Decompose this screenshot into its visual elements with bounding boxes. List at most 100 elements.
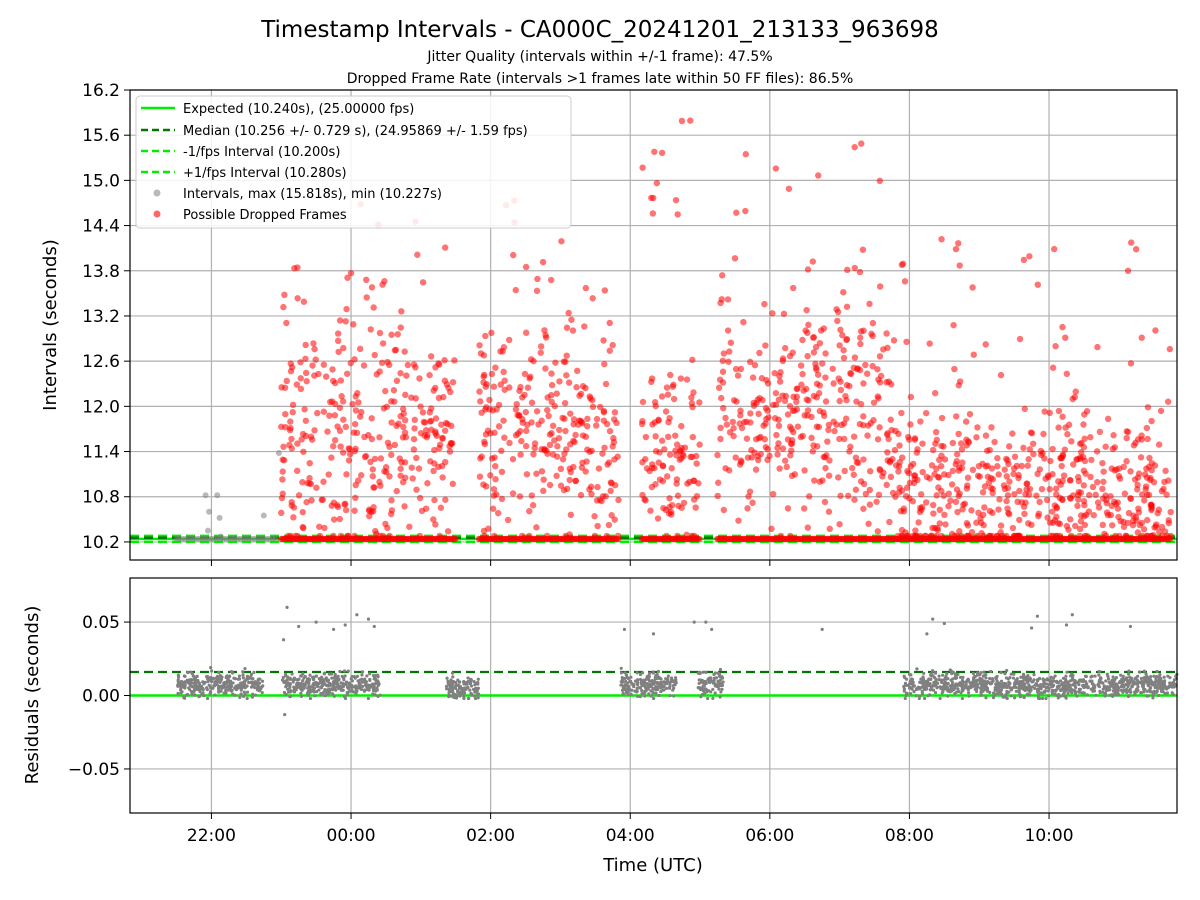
residual-point xyxy=(709,690,713,694)
dropped-frame-point xyxy=(517,451,524,458)
residual-point xyxy=(946,694,950,698)
dropped-frame-point xyxy=(1020,503,1028,510)
dropped-frame-point xyxy=(809,448,817,455)
dropped-frame-point xyxy=(830,380,837,387)
residual-point xyxy=(1058,679,1063,683)
dropped-frame-point xyxy=(1109,445,1117,453)
residual-point xyxy=(209,678,213,682)
residual-point xyxy=(260,691,264,695)
residual-point xyxy=(903,682,908,686)
dropped-frame-point xyxy=(822,398,830,405)
top-y-ticks: 10.210.811.412.012.613.213.814.415.015.6… xyxy=(82,81,130,553)
residual-point xyxy=(1034,683,1039,687)
dropped-frame-point xyxy=(805,493,813,500)
residual-point xyxy=(301,672,305,676)
residual-point xyxy=(1148,685,1153,690)
dropped-frame-point xyxy=(837,492,844,500)
dropped-frame-point xyxy=(1051,245,1058,253)
residual-point xyxy=(932,681,936,685)
dropped-frame-point xyxy=(876,177,884,185)
dropped-frame-point xyxy=(410,435,418,443)
dropped-frame-point xyxy=(724,296,732,303)
residual-point xyxy=(623,671,627,675)
dropped-frame-point xyxy=(1094,343,1101,351)
dropped-frame-point xyxy=(556,378,563,385)
residual-point xyxy=(290,672,294,676)
dropped-frame-point xyxy=(477,455,484,462)
dropped-frame-point xyxy=(330,516,338,523)
dropped-frame-point xyxy=(501,377,508,384)
dropped-frame-point xyxy=(279,456,286,463)
dropped-frame-point xyxy=(982,341,989,348)
dropped-frame-point xyxy=(974,424,981,431)
dropped-frame-point xyxy=(1090,511,1097,519)
legend-dropped-label: Possible Dropped Frames xyxy=(183,208,347,223)
dropped-frame-point xyxy=(293,381,301,388)
dropped-frame-point xyxy=(565,379,573,386)
residual-point xyxy=(176,691,180,696)
bottom-xtick-label: 22:00 xyxy=(187,826,236,846)
residual-point xyxy=(632,682,636,687)
dropped-frame-point xyxy=(440,393,447,401)
chart-subtitle-jitter: Jitter Quality (intervals within +/-1 fr… xyxy=(426,49,772,65)
residual-point xyxy=(347,681,352,685)
dropped-frame-point xyxy=(733,398,740,405)
residual-point xyxy=(178,684,183,688)
dropped-frame-point xyxy=(843,303,851,310)
residual-point xyxy=(945,686,950,690)
dropped-frame-point xyxy=(299,479,306,486)
residual-point xyxy=(292,685,296,690)
dropped-frame-point xyxy=(774,451,781,458)
dropped-frame-point xyxy=(548,398,555,406)
residual-point xyxy=(1162,684,1167,688)
dropped-frame-point xyxy=(1041,408,1048,415)
dropped-frame-point xyxy=(593,415,601,423)
dropped-frame-point xyxy=(1068,438,1075,445)
residual-point xyxy=(190,689,194,694)
residual-point xyxy=(1110,693,1114,697)
dropped-frame-point xyxy=(718,394,725,402)
residual-point xyxy=(307,684,311,688)
dropped-frame-point xyxy=(346,445,353,453)
dropped-frame-point xyxy=(816,339,824,347)
dropped-frame-point xyxy=(606,427,614,435)
dropped-frame-point xyxy=(614,535,622,543)
legend-box xyxy=(135,95,572,229)
residual-point xyxy=(1162,675,1166,679)
residual-point xyxy=(640,688,644,693)
dropped-frame-point xyxy=(840,289,847,296)
residual-point xyxy=(714,676,718,680)
residual-point xyxy=(308,673,312,677)
dropped-frame-point xyxy=(394,331,401,338)
dropped-frame-point xyxy=(561,415,568,422)
dropped-frame-point xyxy=(672,432,679,439)
residual-point xyxy=(192,681,196,685)
residual-point xyxy=(235,687,239,691)
residual-point xyxy=(231,692,235,696)
dropped-frame-point xyxy=(1137,454,1145,461)
dropped-frame-point xyxy=(611,409,619,416)
dropped-frame-point xyxy=(586,486,593,493)
residual-point xyxy=(672,679,676,683)
dropped-frame-point xyxy=(811,477,818,484)
residual-point xyxy=(208,676,213,680)
dropped-frame-point xyxy=(886,518,893,526)
residual-point xyxy=(218,673,222,678)
residual-point xyxy=(717,687,721,691)
dropped-frame-point xyxy=(334,423,341,430)
residual-point xyxy=(1042,681,1046,686)
residual-point xyxy=(1044,696,1048,701)
dropped-frame-point xyxy=(912,527,919,534)
dropped-frame-point xyxy=(788,425,795,433)
dropped-frame-point xyxy=(1063,370,1071,378)
dropped-frame-point xyxy=(352,494,359,502)
dropped-frame-point xyxy=(874,366,881,373)
residual-point xyxy=(944,683,948,687)
dropped-frame-point xyxy=(1062,424,1069,431)
dropped-frame-point xyxy=(401,348,408,355)
dropped-frame-point xyxy=(336,404,344,411)
dropped-frame-point xyxy=(934,473,942,481)
dropped-frame-point xyxy=(864,432,871,439)
residual-point xyxy=(1097,673,1101,677)
residual-point xyxy=(1021,672,1026,677)
